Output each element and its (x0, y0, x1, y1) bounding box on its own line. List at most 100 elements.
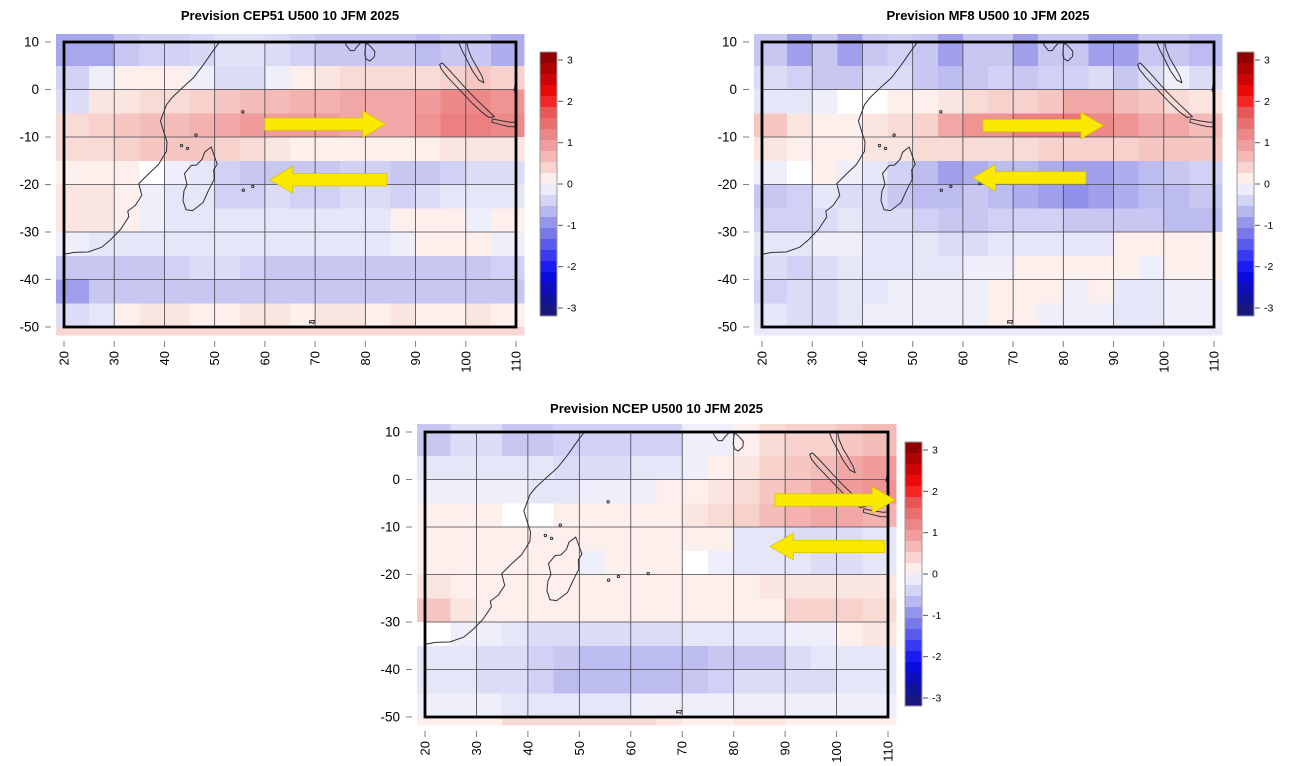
westward-arrow (769, 532, 886, 561)
x-tick-label: 40 (855, 351, 870, 365)
x-tick-label: 90 (1106, 351, 1121, 365)
x-tick-label: 70 (1006, 351, 1021, 365)
x-tick-label: 80 (1056, 351, 1071, 365)
y-tick-label: -40 (19, 272, 39, 287)
y-tick-label: 0 (31, 82, 39, 97)
x-tick-label: 100 (458, 351, 473, 373)
colorbar-tick-label: 0 (567, 179, 573, 191)
x-tick-label: 30 (805, 351, 820, 365)
y-tick-label: -40 (380, 662, 400, 677)
panel-cep51: 20 30 40 50 60 70 80 90 100 110 10 0 -10 -20 -30 -40 -50… (0, 0, 660, 386)
anomaly-heatmap (417, 424, 897, 726)
y-tick-label: -20 (19, 177, 39, 192)
eastward-arrow (982, 111, 1105, 140)
colorbar-tick-label: 2 (567, 96, 573, 108)
anomaly-heatmap (754, 34, 1223, 336)
coastline-madagascar (546, 536, 583, 602)
coastline-kerguelen (309, 319, 316, 325)
colorbar: 3 2 1 0 -1 -2 -3 (904, 441, 941, 707)
colorbar-tick-label: -2 (1264, 261, 1273, 273)
x-tick-label: 50 (207, 351, 222, 365)
flow-arrows (972, 111, 1105, 192)
x-tick-label: 20 (57, 351, 72, 365)
x-tick-label: 100 (829, 741, 844, 763)
colorbar-tick-label: 2 (1264, 96, 1270, 108)
y-tick-label: 0 (729, 82, 737, 97)
coastline-sri-lanka (364, 42, 376, 62)
coastline-java (1189, 118, 1214, 128)
x-tick-label: 90 (408, 351, 423, 365)
westward-arrow (972, 163, 1087, 192)
colorbar-tick-label: 0 (932, 569, 938, 581)
coastline-madagascar (880, 146, 916, 212)
coastline-india-tip (712, 432, 730, 442)
y-tick-label: -50 (19, 320, 39, 335)
x-tick-label: 100 (1156, 351, 1171, 373)
x-tick-label: 110 (881, 741, 896, 762)
coastline-borneo-west-edge (885, 473, 888, 483)
map-frame (423, 430, 890, 719)
anomaly-heatmap (56, 34, 525, 336)
x-tick-label: 50 (572, 741, 587, 755)
y-tick-label: -50 (717, 320, 737, 335)
coastline-madagascar (182, 146, 218, 212)
x-tick-label: 20 (418, 741, 433, 755)
flow-arrows (769, 485, 897, 561)
x-tick-label: 60 (623, 741, 638, 755)
plot-canvas-cep51: 20 30 40 50 60 70 80 90 100 110100-10-20-30-40-50… (19, 34, 576, 373)
coastline-kerguelen (1007, 319, 1014, 325)
colorbar-tick-label: -2 (932, 651, 941, 663)
colorbar-tick-label: 2 (932, 486, 938, 498)
y-tick-label: -40 (717, 272, 737, 287)
coastline-malay-peninsula (1155, 42, 1183, 84)
panel-title: Prevision CEP51 U500 10 JFM 2025 (180, 8, 400, 23)
coastline-sri-lanka (1062, 42, 1074, 62)
coastline-india-tip (344, 42, 362, 52)
colorbar-tick-label: -2 (567, 261, 576, 273)
panel-title: Prevision NCEP U500 10 JFM 2025 (550, 401, 763, 416)
colorbar-tick-label: 1 (567, 137, 573, 149)
map-frame (760, 40, 1216, 329)
panel-title: Prevision MF8 U500 10 JFM 2025 (886, 8, 1090, 23)
coastline-africa-east-coast (64, 42, 221, 255)
plot-canvas-ncep: 20 30 40 50 60 70 80 90 100 110100-10-20-30-40-50… (380, 424, 941, 763)
coastline-sumatra (809, 452, 867, 508)
colorbar-tick-label: -1 (567, 220, 576, 232)
x-tick-label: 40 (157, 351, 172, 365)
colorbar-tick-label: -1 (1264, 220, 1273, 232)
x-tick-label: 80 (358, 351, 373, 365)
panel-mf8: 20 30 40 50 60 70 80 90 100 110 10 0 -10 -20 -30 -40 -50… (700, 0, 1307, 386)
x-tick-label: 60 (955, 351, 970, 365)
x-tick-label: 60 (257, 351, 272, 365)
colorbar-tick-label: 1 (932, 527, 938, 539)
map-gridlines (762, 42, 1214, 327)
y-tick-label: 10 (722, 35, 737, 50)
colorbar-tick-label: 3 (932, 445, 938, 457)
y-tick-label: -10 (717, 130, 737, 145)
x-tick-label: 20 (755, 351, 770, 365)
x-tick-label: 110 (509, 351, 524, 372)
colorbar-tick-label: -3 (567, 303, 576, 315)
x-tick-label: 30 (469, 741, 484, 755)
coastline-africa-east-coast (425, 432, 585, 645)
x-tick-label: 70 (675, 741, 690, 755)
coastline-india-tip (1042, 42, 1060, 52)
colorbar-tick-label: -1 (932, 610, 941, 622)
y-tick-label: -30 (380, 615, 400, 630)
coastline-sumatra (439, 62, 495, 118)
colorbar-tick-label: -3 (1264, 303, 1273, 315)
colorbar-tick-label: 1 (1264, 137, 1270, 149)
westward-arrow (269, 165, 388, 194)
colorbar-tick-label: -3 (932, 693, 941, 705)
y-tick-label: -50 (380, 710, 400, 725)
coastline-kerguelen (676, 709, 683, 715)
panel-ncep: 20 30 40 50 60 70 80 90 100 110 10 0 -10 -20 -30 -40 -50… (340, 390, 1000, 766)
flow-arrows (264, 110, 388, 194)
eastward-arrow (774, 485, 897, 514)
y-tick-label: -30 (19, 225, 39, 240)
coastlines (425, 432, 888, 715)
colorbar-tick-label: 0 (1264, 179, 1270, 191)
